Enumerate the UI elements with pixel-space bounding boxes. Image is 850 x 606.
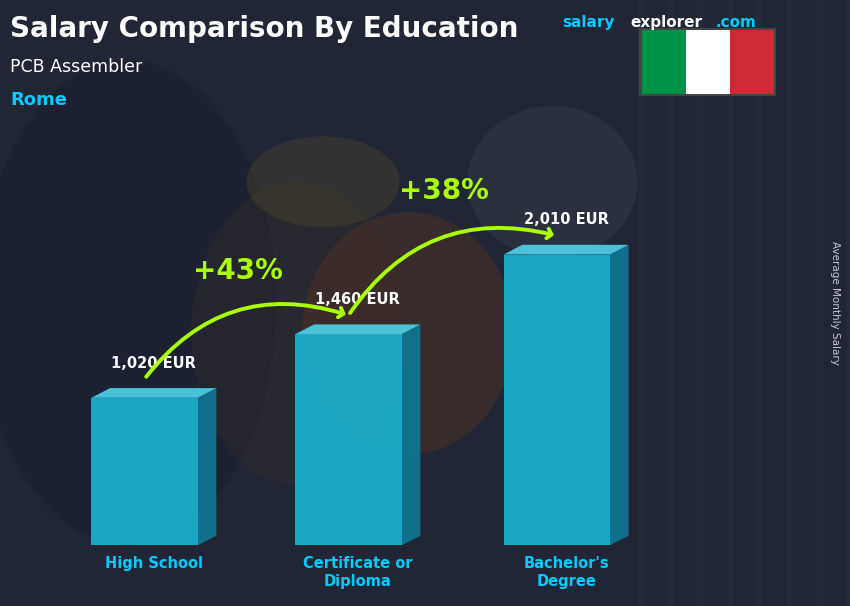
Text: 1,460 EUR: 1,460 EUR: [315, 293, 400, 307]
Bar: [786, 0, 793, 606]
Text: explorer: explorer: [631, 15, 703, 30]
Text: Average Monthly Salary: Average Monthly Salary: [830, 241, 840, 365]
Ellipse shape: [0, 61, 276, 545]
Text: Rome: Rome: [10, 91, 67, 109]
Bar: [642, 30, 686, 94]
Text: .com: .com: [716, 15, 756, 30]
Text: 1,020 EUR: 1,020 EUR: [111, 356, 196, 371]
Ellipse shape: [468, 106, 638, 258]
Bar: [686, 30, 729, 94]
Text: Salary Comparison By Education: Salary Comparison By Education: [10, 15, 518, 43]
Polygon shape: [295, 324, 420, 334]
Bar: [846, 0, 850, 606]
Text: 2,010 EUR: 2,010 EUR: [524, 211, 609, 227]
Bar: [503, 255, 609, 545]
Text: salary: salary: [563, 15, 615, 30]
Polygon shape: [503, 245, 628, 255]
Polygon shape: [609, 245, 628, 545]
Ellipse shape: [246, 136, 400, 227]
Text: Bachelor's
Degree: Bachelor's Degree: [524, 556, 609, 588]
Bar: [756, 0, 763, 606]
Text: High School: High School: [105, 556, 203, 571]
Bar: [816, 0, 823, 606]
Ellipse shape: [302, 212, 514, 454]
Polygon shape: [91, 388, 216, 398]
Bar: [91, 398, 197, 545]
Polygon shape: [197, 388, 216, 545]
Bar: [639, 28, 776, 96]
Bar: [727, 0, 734, 606]
Text: Certificate or
Diploma: Certificate or Diploma: [303, 556, 412, 588]
Bar: [729, 30, 774, 94]
Bar: [638, 0, 644, 606]
Polygon shape: [401, 324, 420, 545]
Text: +38%: +38%: [400, 178, 489, 205]
Text: PCB Assembler: PCB Assembler: [10, 58, 143, 76]
Bar: [697, 0, 704, 606]
Bar: [295, 334, 401, 545]
Ellipse shape: [191, 182, 404, 485]
Bar: [667, 0, 674, 606]
Text: +43%: +43%: [193, 257, 283, 285]
